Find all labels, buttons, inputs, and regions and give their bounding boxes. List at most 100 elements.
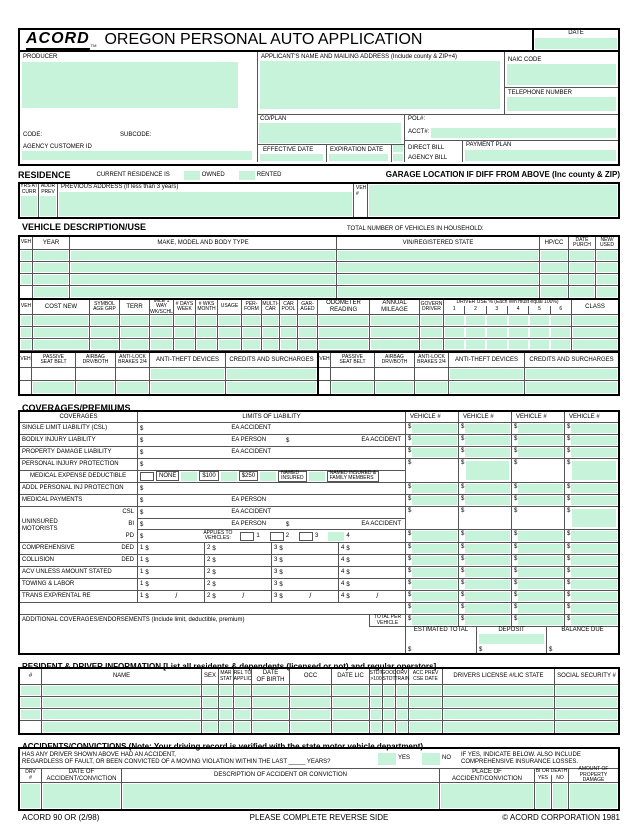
premium-field[interactable]: [412, 568, 457, 577]
input-field[interactable]: [466, 316, 486, 325]
input-field[interactable]: [338, 251, 538, 260]
premium-field[interactable]: [412, 556, 457, 565]
input-field[interactable]: [34, 275, 68, 284]
input-field[interactable]: [121, 340, 148, 349]
input-field[interactable]: [291, 698, 330, 707]
naic-field[interactable]: [507, 64, 616, 85]
premium-field[interactable]: [412, 496, 457, 505]
input-field[interactable]: [235, 722, 250, 732]
previous-address-field[interactable]: [59, 191, 352, 216]
input-field[interactable]: [371, 722, 381, 732]
input-field[interactable]: [34, 287, 68, 297]
premium-field[interactable]: [465, 448, 510, 457]
input-field[interactable]: [299, 328, 316, 337]
input-field[interactable]: [281, 328, 296, 337]
input-field[interactable]: [219, 328, 240, 337]
input-field[interactable]: [570, 784, 617, 808]
input-field[interactable]: [441, 784, 533, 808]
input-field[interactable]: [487, 328, 507, 337]
input-field[interactable]: [197, 316, 216, 325]
input-field[interactable]: [444, 686, 553, 695]
acct-field[interactable]: [431, 128, 616, 138]
producer-field[interactable]: [22, 62, 238, 108]
agency-customer-id-field[interactable]: [22, 151, 252, 160]
input-field[interactable]: [291, 686, 330, 695]
premium-field[interactable]: [465, 424, 510, 433]
telephone-field[interactable]: [507, 97, 616, 111]
input-field[interactable]: [444, 710, 553, 719]
accident-yes-checkbox[interactable]: [378, 752, 396, 765]
input-field[interactable]: [371, 710, 381, 719]
input-field[interactable]: [371, 316, 418, 325]
input-field[interactable]: [556, 698, 617, 707]
premium-field[interactable]: [518, 424, 563, 433]
input-field[interactable]: [319, 316, 368, 325]
input-field[interactable]: [338, 275, 538, 284]
input-field[interactable]: [371, 340, 418, 349]
small-field[interactable]: [393, 154, 403, 161]
co-plan-field[interactable]: [259, 123, 401, 143]
input-field[interactable]: [71, 287, 335, 297]
input-field[interactable]: [121, 328, 148, 337]
input-field[interactable]: [299, 340, 316, 349]
med-none-checkbox[interactable]: [140, 471, 154, 481]
input-field[interactable]: [338, 287, 538, 297]
total-per-vehicle-field[interactable]: [571, 616, 617, 625]
input-field[interactable]: [570, 275, 594, 284]
input-field[interactable]: [397, 698, 407, 707]
input-field[interactable]: [397, 686, 407, 695]
input-field[interactable]: [34, 251, 68, 260]
premium-field[interactable]: [412, 544, 457, 553]
input-field[interactable]: [243, 316, 260, 325]
premium-field[interactable]: [571, 436, 617, 445]
premium-field[interactable]: [518, 496, 563, 505]
input-field[interactable]: [281, 340, 296, 349]
med-250-checkbox[interactable]: [220, 471, 237, 481]
effective-date-field[interactable]: [260, 154, 323, 161]
input-field[interactable]: [197, 328, 216, 337]
input-field[interactable]: [91, 316, 118, 325]
input-field[interactable]: [597, 275, 617, 284]
input-field[interactable]: [466, 328, 486, 337]
premium-field[interactable]: [412, 484, 457, 493]
input-field[interactable]: [541, 263, 567, 272]
input-field[interactable]: [34, 340, 88, 349]
input-field[interactable]: [91, 340, 118, 349]
premium-field[interactable]: [571, 448, 617, 457]
input-field[interactable]: [541, 287, 567, 297]
input-field[interactable]: [263, 328, 278, 337]
small-field[interactable]: [393, 145, 403, 152]
input-field[interactable]: [550, 328, 571, 337]
input-field[interactable]: [333, 686, 368, 695]
premium-field[interactable]: [465, 531, 510, 541]
input-field[interactable]: [43, 686, 200, 695]
input-field[interactable]: [410, 722, 441, 732]
input-field[interactable]: [227, 382, 316, 393]
input-field[interactable]: [416, 382, 447, 393]
premium-field[interactable]: [571, 556, 617, 565]
input-field[interactable]: [123, 784, 438, 808]
input-field[interactable]: [243, 340, 260, 349]
premium-field[interactable]: [518, 568, 563, 577]
input-field[interactable]: [421, 316, 442, 325]
input-field[interactable]: [573, 340, 617, 349]
input-field[interactable]: [121, 316, 148, 325]
input-field[interactable]: [21, 251, 31, 260]
input-field[interactable]: [421, 328, 442, 337]
input-field[interactable]: [21, 710, 40, 719]
premium-field[interactable]: [412, 424, 457, 433]
input-field[interactable]: [220, 686, 232, 695]
premium-field[interactable]: [465, 592, 510, 601]
input-field[interactable]: [43, 698, 200, 707]
input-field[interactable]: [529, 316, 549, 325]
input-field[interactable]: [21, 263, 31, 272]
premium-field[interactable]: [465, 556, 510, 565]
named-insured-checkbox[interactable]: [260, 471, 277, 481]
premium-field[interactable]: [465, 580, 510, 589]
input-field[interactable]: [71, 275, 335, 284]
input-field[interactable]: [220, 722, 232, 732]
input-field[interactable]: [219, 340, 240, 349]
addr-prev-field[interactable]: [40, 196, 56, 216]
input-field[interactable]: [34, 316, 88, 325]
input-field[interactable]: [33, 382, 74, 393]
